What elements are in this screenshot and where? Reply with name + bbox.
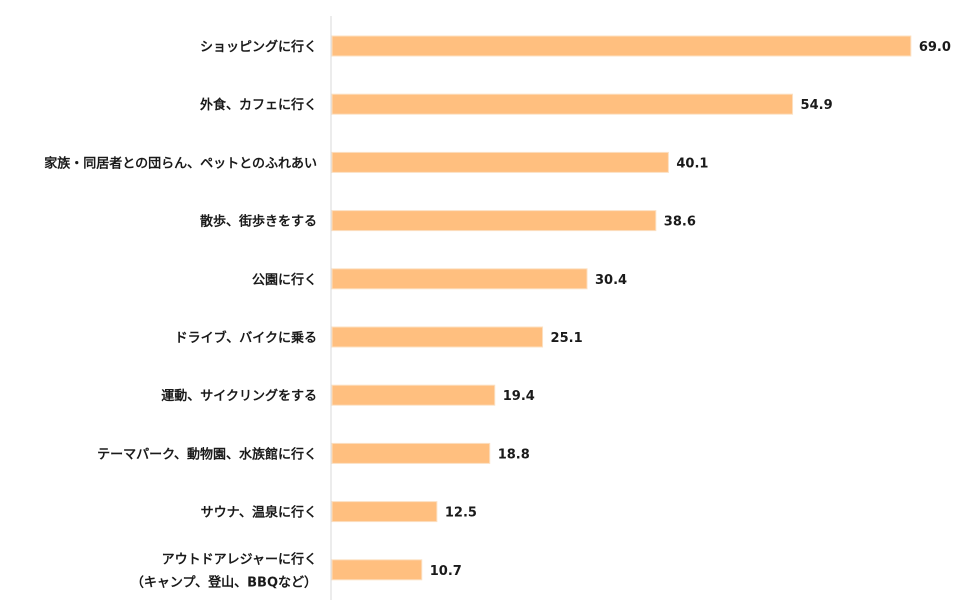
category-label: 公園に行く (252, 272, 317, 288)
category-label: ショッピングに行く (200, 39, 317, 55)
value-label: 19.4 (503, 389, 535, 404)
bar (331, 151, 669, 173)
value-label: 10.7 (430, 564, 462, 579)
bar (331, 384, 496, 406)
bar (331, 210, 657, 232)
value-label: 18.8 (498, 447, 530, 462)
category-label: ドライブ、バイクに乗る (175, 330, 317, 346)
bar (331, 35, 912, 57)
bar (331, 559, 423, 581)
bar (331, 93, 794, 115)
value-label: 54.9 (801, 98, 833, 113)
value-label: 40.1 (676, 156, 708, 171)
category-labels: ショッピングに行く外食、カフェに行く家族・同居者との団らん、ペットとのふれあい散… (44, 39, 317, 590)
category-label: 散歩、街歩きをする (200, 214, 317, 230)
category-label: 外食、カフェに行く (199, 97, 317, 113)
bar (331, 442, 491, 464)
category-label: （キャンプ、登山、BBQなど） (131, 574, 317, 590)
category-label: アウトドアレジャーに行く (162, 551, 317, 567)
value-label: 12.5 (445, 506, 477, 521)
bar (331, 268, 588, 290)
value-label: 30.4 (595, 273, 627, 288)
category-label: 家族・同居者との団らん、ペットとのふれあい (44, 155, 317, 171)
category-label: テーマパーク、動物園、水族館に行く (97, 446, 317, 462)
value-label: 69.0 (919, 40, 951, 55)
value-label: 25.1 (551, 331, 583, 346)
category-label: サウナ、温泉に行く (201, 505, 317, 521)
value-label: 38.6 (664, 215, 696, 230)
bar (331, 501, 438, 523)
bars-group (331, 35, 912, 581)
bar (331, 326, 544, 348)
value-labels: 69.0 54.9 40.1 38.6 30.4 25.1 19.4 18.8 12.5 10.7 (430, 40, 951, 579)
category-label: 運動、サイクリングをする (161, 388, 317, 404)
